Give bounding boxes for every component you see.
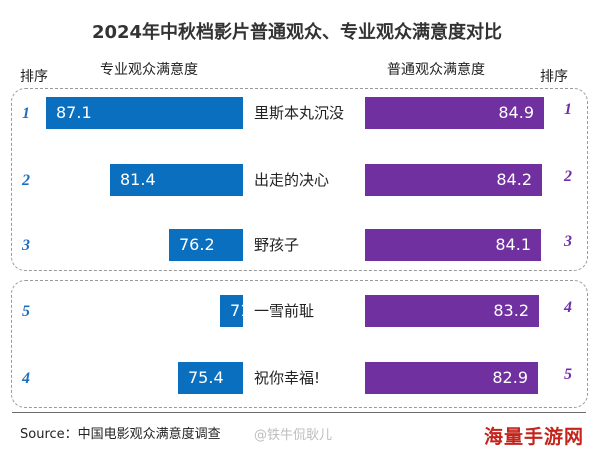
- general-value-label: 83.2: [493, 301, 529, 320]
- general-rank: 2: [564, 168, 572, 185]
- rank-header-right: 排序: [540, 69, 568, 85]
- group-top3: [11, 88, 588, 271]
- professional-bar: [169, 229, 243, 261]
- general-bar: [365, 164, 542, 196]
- professional-rank: 5: [22, 303, 30, 320]
- general-value-label: 84.9: [498, 103, 534, 122]
- professional-value-label: 71.7: [230, 301, 266, 320]
- movie-name: 出走的决心: [254, 171, 330, 189]
- professional-value-label: 87.1: [56, 103, 92, 122]
- general-rank: 5: [564, 366, 572, 383]
- movie-name: 里斯本丸沉没: [254, 104, 345, 122]
- professional-rank: 4: [22, 370, 30, 387]
- chart-title: 2024年中秋档影片普通观众、专业观众满意度对比: [91, 22, 503, 44]
- brand-logo: 海量手游网: [484, 426, 585, 448]
- general-bar: [365, 362, 538, 394]
- professional-bar: [220, 295, 243, 327]
- group-bottom2: [11, 280, 588, 408]
- movie-name: 野孩子: [254, 236, 300, 254]
- professional-value-label: 81.4: [120, 170, 156, 189]
- professional-bar: [46, 97, 243, 129]
- movie-name: 祝你幸福!: [254, 369, 321, 387]
- professional-rank: 1: [22, 105, 30, 122]
- watermark: @铁牛侃耿儿: [254, 428, 333, 443]
- general-header: 普通观众满意度: [387, 62, 485, 78]
- professional-rank: 2: [22, 172, 30, 189]
- general-bar: [365, 229, 541, 261]
- general-bar: [365, 295, 539, 327]
- professional-bar: [178, 362, 243, 394]
- general-value-label: 82.9: [492, 368, 528, 387]
- general-value-label: 84.2: [496, 170, 532, 189]
- rank-header-left: 排序: [20, 69, 48, 85]
- professional-value-label: 76.2: [179, 235, 215, 254]
- footer-divider: [12, 412, 586, 413]
- professional-bar: [110, 164, 243, 196]
- general-value-label: 84.1: [495, 235, 531, 254]
- professional-header: 专业观众满意度: [100, 62, 198, 78]
- general-rank: 4: [564, 299, 572, 316]
- general-bar: [365, 97, 544, 129]
- source-note: Source：中国电影观众满意度调查: [20, 427, 221, 442]
- general-rank: 3: [564, 233, 572, 250]
- movie-name: 一雪前耻: [254, 302, 315, 320]
- professional-rank: 3: [22, 237, 30, 254]
- professional-value-label: 75.4: [188, 368, 224, 387]
- general-rank: 1: [564, 101, 572, 118]
